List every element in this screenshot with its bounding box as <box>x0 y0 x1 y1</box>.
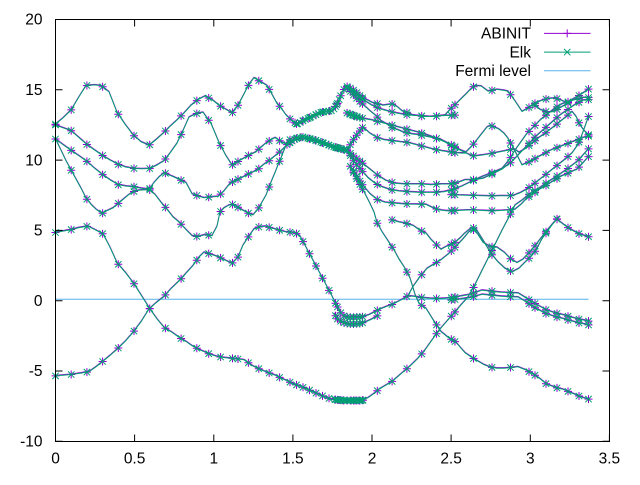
svg-text:15: 15 <box>25 82 42 99</box>
svg-text:3: 3 <box>526 451 535 468</box>
svg-text:1: 1 <box>209 451 218 468</box>
svg-text:2: 2 <box>368 451 377 468</box>
svg-text:0: 0 <box>34 293 43 310</box>
svg-text:Fermi level: Fermi level <box>455 63 531 80</box>
svg-text:20: 20 <box>25 12 43 29</box>
svg-text:5: 5 <box>34 223 43 240</box>
svg-text:3.5: 3.5 <box>599 451 621 468</box>
svg-text:-5: -5 <box>29 363 43 380</box>
svg-text:Elk: Elk <box>509 44 531 61</box>
svg-text:0: 0 <box>51 451 60 468</box>
svg-text:ABINIT: ABINIT <box>481 26 531 43</box>
svg-text:1.5: 1.5 <box>282 451 304 468</box>
svg-text:10: 10 <box>25 152 43 169</box>
svg-text:-10: -10 <box>20 434 43 451</box>
svg-text:0.5: 0.5 <box>124 451 146 468</box>
svg-text:2.5: 2.5 <box>440 451 462 468</box>
